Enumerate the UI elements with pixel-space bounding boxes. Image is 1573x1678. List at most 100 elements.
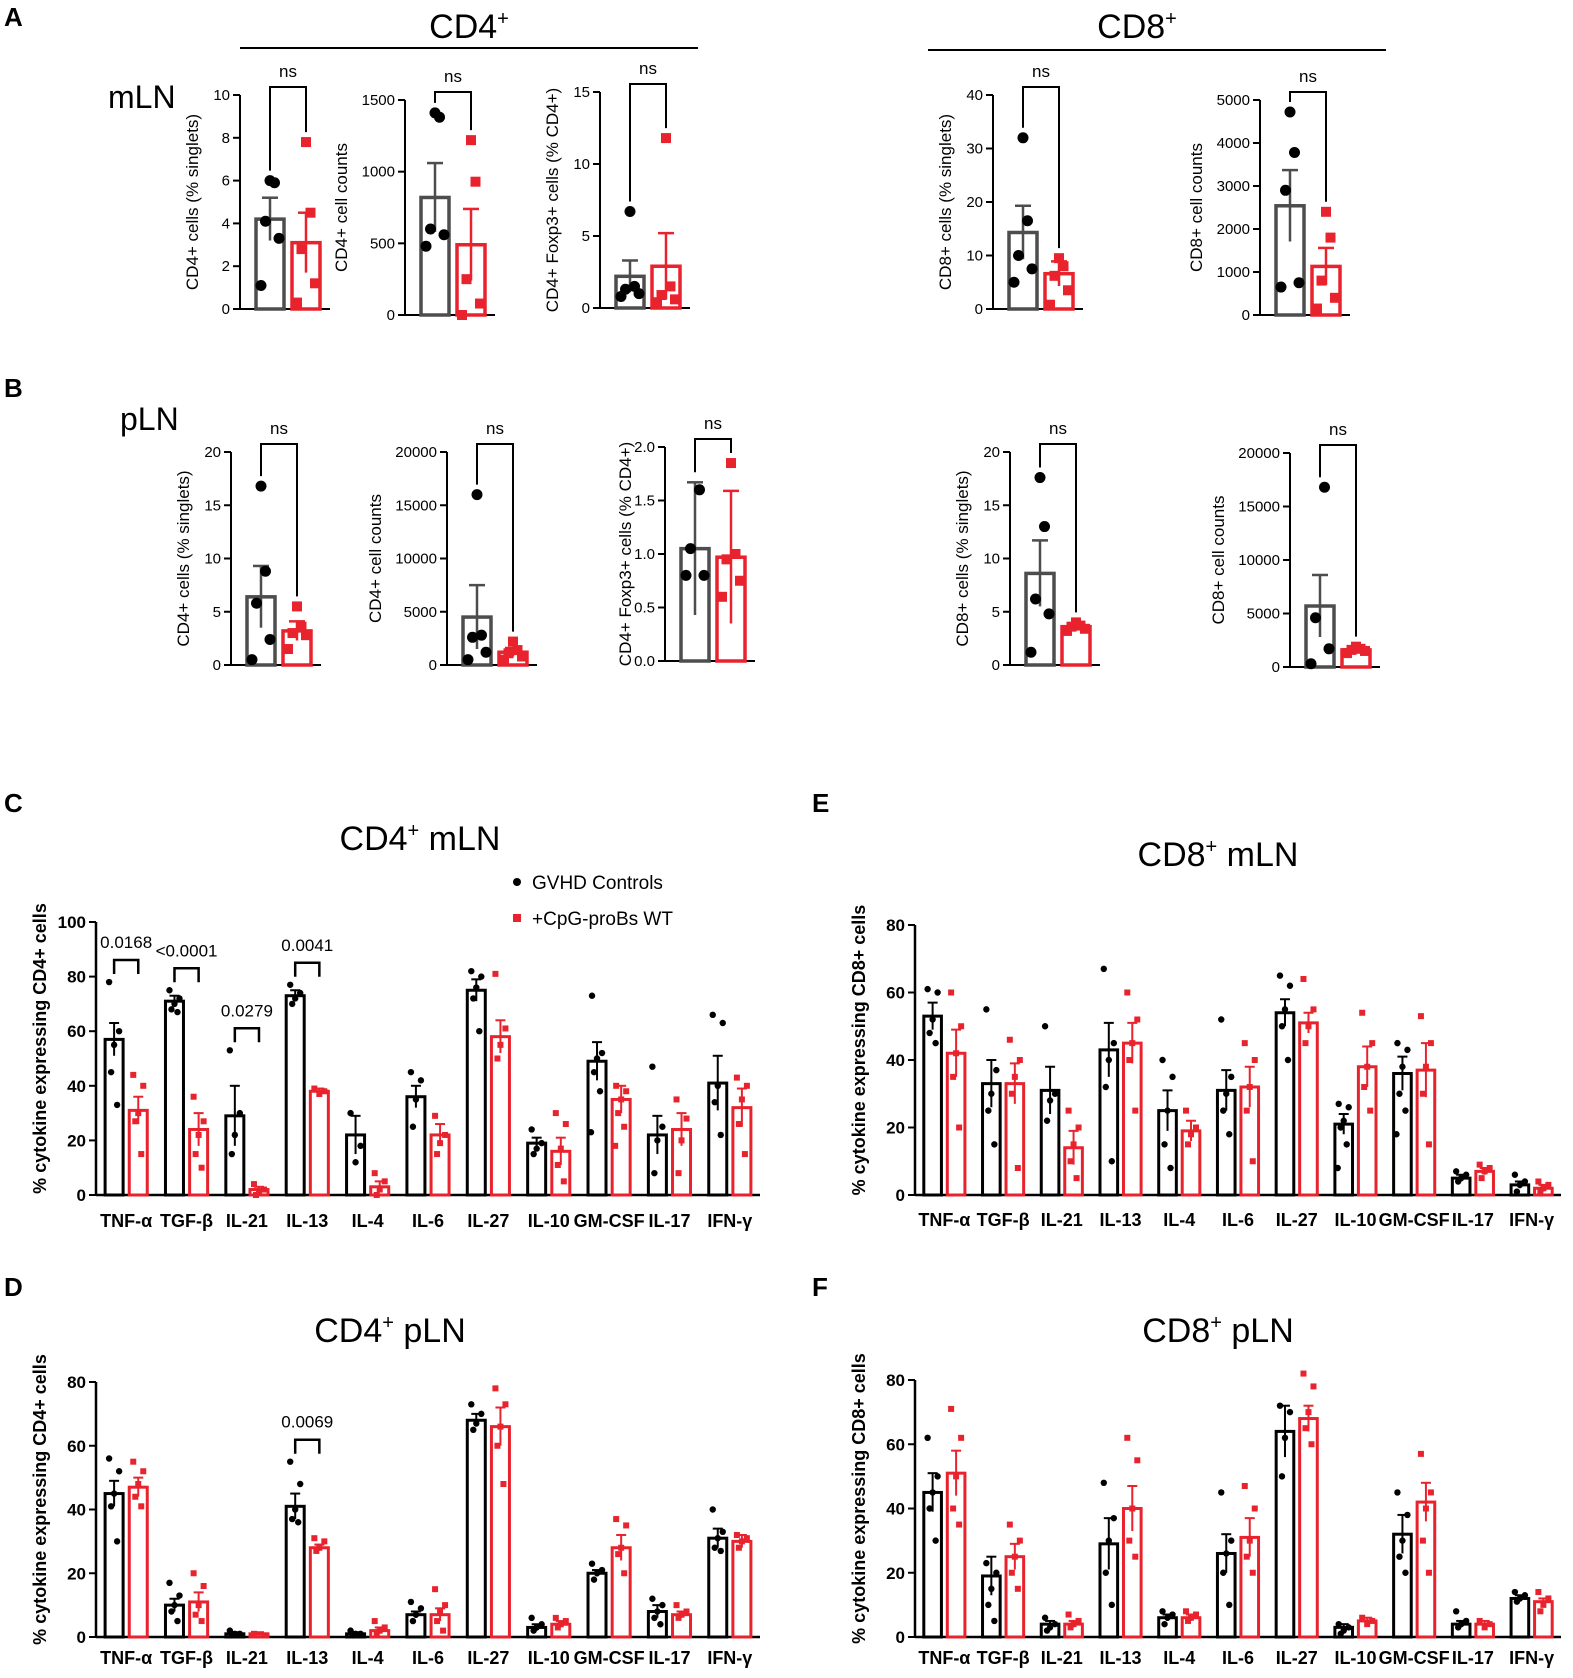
point-control-c-5-0	[407, 1068, 415, 1076]
point-control-e-10-3	[1513, 1188, 1521, 1195]
sig-bracket-b3	[694, 438, 732, 473]
point-treated-a5-1	[1330, 292, 1340, 303]
point-treated-f-6-1	[1310, 1383, 1317, 1390]
point-treated-f-6-0	[1300, 1370, 1307, 1377]
point-treated-b1-0	[283, 644, 293, 655]
point-treated-f-5-4	[1249, 1569, 1256, 1576]
point-control-e-1-4	[991, 1141, 998, 1148]
y-tick-label-b1-3: 15	[204, 497, 221, 514]
point-treated-a4-2	[1049, 270, 1060, 281]
point-treated-c-10-1	[743, 1082, 750, 1089]
y-tick-label-e-2: 40	[886, 1051, 905, 1070]
point-control-d-2-1	[236, 1630, 244, 1638]
point-treated-f-2-3	[1067, 1624, 1074, 1631]
point-control-c-9-3	[651, 1169, 658, 1177]
point-control-d-3-1	[297, 1480, 304, 1488]
bar-treated-d-6	[489, 1425, 511, 1639]
point-control-e-4-2	[1164, 1107, 1171, 1114]
point-treated-f-5-0	[1241, 1483, 1248, 1490]
point-treated-a2-3	[470, 176, 481, 187]
point-control-b3-3	[694, 484, 705, 496]
point-control-c-8-4	[596, 1088, 604, 1095]
point-control-b2-1	[480, 646, 492, 658]
y-axis-label-a3: CD4+ Foxp3+ cells (% CD4+)	[543, 88, 562, 312]
chart-a5: 0 1000 2000 3000 4000 5000 CD8+ cell counts ns	[1187, 67, 1350, 324]
point-treated-e-10-0	[1535, 1178, 1542, 1185]
point-treated-f-3-3	[1126, 1537, 1133, 1544]
y-tick-label-a3-0: 0	[582, 300, 590, 317]
bar-control-d-5	[405, 1613, 427, 1639]
point-treated-e-0-1	[958, 1023, 965, 1030]
y-tick-label-a1-3: 6	[222, 173, 230, 190]
row-label-mln: mLN	[108, 79, 176, 115]
point-treated-c-6-2	[497, 1041, 504, 1048]
point-control-b1-3	[260, 565, 271, 577]
point-control-e-0-2	[929, 1016, 936, 1023]
point-control-e-7-3	[1337, 1124, 1344, 1131]
point-treated-d-1-3	[192, 1611, 199, 1618]
point-treated-b2-4	[508, 636, 518, 647]
point-treated-e-8-4	[1425, 1141, 1432, 1148]
category-label-f-10: IFN-γ	[1509, 1648, 1554, 1668]
cd4-group-title: CD4+	[429, 8, 509, 46]
point-treated-d-8-1	[623, 1522, 630, 1529]
point-control-f-9-1	[1462, 1617, 1470, 1625]
bar-treated-d-3	[308, 1546, 330, 1639]
category-label-d-2: IL-21	[226, 1648, 268, 1668]
point-treated-c-0-4	[138, 1151, 145, 1158]
point-treated-c-8-0	[613, 1082, 620, 1089]
sig-bracket-a2	[434, 91, 472, 131]
point-control-b1-4	[255, 480, 267, 492]
point-control-f-4-2	[1164, 1614, 1171, 1621]
point-control-c-0-2	[110, 1041, 118, 1049]
point-control-f-5-1	[1228, 1537, 1235, 1544]
point-control-f-1-3	[985, 1601, 992, 1609]
y-tick-label-a5-1: 1000	[1217, 264, 1250, 281]
y-tick-label-d-3: 60	[67, 1437, 86, 1456]
point-control-f-1-1	[993, 1569, 1000, 1576]
point-treated-f-5-2	[1246, 1537, 1253, 1544]
point-control-a2-4	[429, 107, 441, 119]
category-label-f-9: IL-17	[1452, 1648, 1494, 1668]
point-control-d-4-3	[349, 1632, 356, 1639]
chart-title-rest-e: mLN	[1217, 836, 1298, 874]
point-control-b3-2	[685, 543, 696, 555]
row-label-pln: pLN	[120, 401, 179, 437]
sig-label-a5: ns	[1299, 67, 1317, 86]
point-control-e-6-4	[1284, 1056, 1292, 1064]
point-control-e-7-1	[1345, 1104, 1352, 1111]
point-control-a4-4	[1017, 132, 1029, 144]
category-label-d-7: IL-10	[528, 1648, 570, 1668]
point-control-e-6-3	[1278, 1023, 1286, 1030]
point-treated-c-5-1	[442, 1131, 449, 1138]
category-label-f-0: TNF-α	[918, 1648, 970, 1668]
bar-control-e-6	[1274, 1011, 1296, 1197]
y-tick-label-c-2: 40	[67, 1077, 86, 1096]
y-tick-label-b1-0: 0	[213, 657, 221, 674]
point-control-e-0-0	[924, 985, 931, 993]
point-treated-c-3-2	[316, 1090, 323, 1097]
point-control-d-8-3	[590, 1576, 598, 1583]
category-label-f-3: IL-13	[1100, 1648, 1142, 1668]
point-treated-c-3-1	[321, 1088, 328, 1095]
y-tick-label-f-4: 80	[886, 1371, 905, 1390]
chart-title-sup-c: +	[408, 820, 420, 842]
point-treated-a1-1	[310, 278, 320, 289]
point-treated-d-10-0	[733, 1532, 740, 1538]
point-treated-b2-1	[517, 651, 527, 662]
point-treated-b1-2	[287, 628, 298, 639]
point-control-f-4-1	[1169, 1611, 1176, 1618]
y-axis-label-c: % cytokine expressing CD4+ cells	[30, 903, 50, 1194]
category-label-f-4: IL-4	[1163, 1648, 1195, 1668]
category-label-c-0: TNF-α	[100, 1211, 152, 1231]
cd4-group-sup: +	[497, 8, 509, 30]
point-treated-d-5-3	[434, 1618, 441, 1625]
chart-title-c: CD4+ mLN	[340, 820, 501, 858]
y-tick-label-b1-2: 10	[204, 551, 221, 568]
point-treated-f-7-0	[1359, 1614, 1366, 1621]
chart-title-e: CD8+ mLN	[1138, 836, 1299, 874]
point-control-e-6-1	[1286, 982, 1294, 989]
point-treated-e-0-3	[950, 1073, 957, 1080]
point-control-a1-0	[255, 279, 267, 291]
point-treated-c-1-3	[192, 1151, 199, 1158]
